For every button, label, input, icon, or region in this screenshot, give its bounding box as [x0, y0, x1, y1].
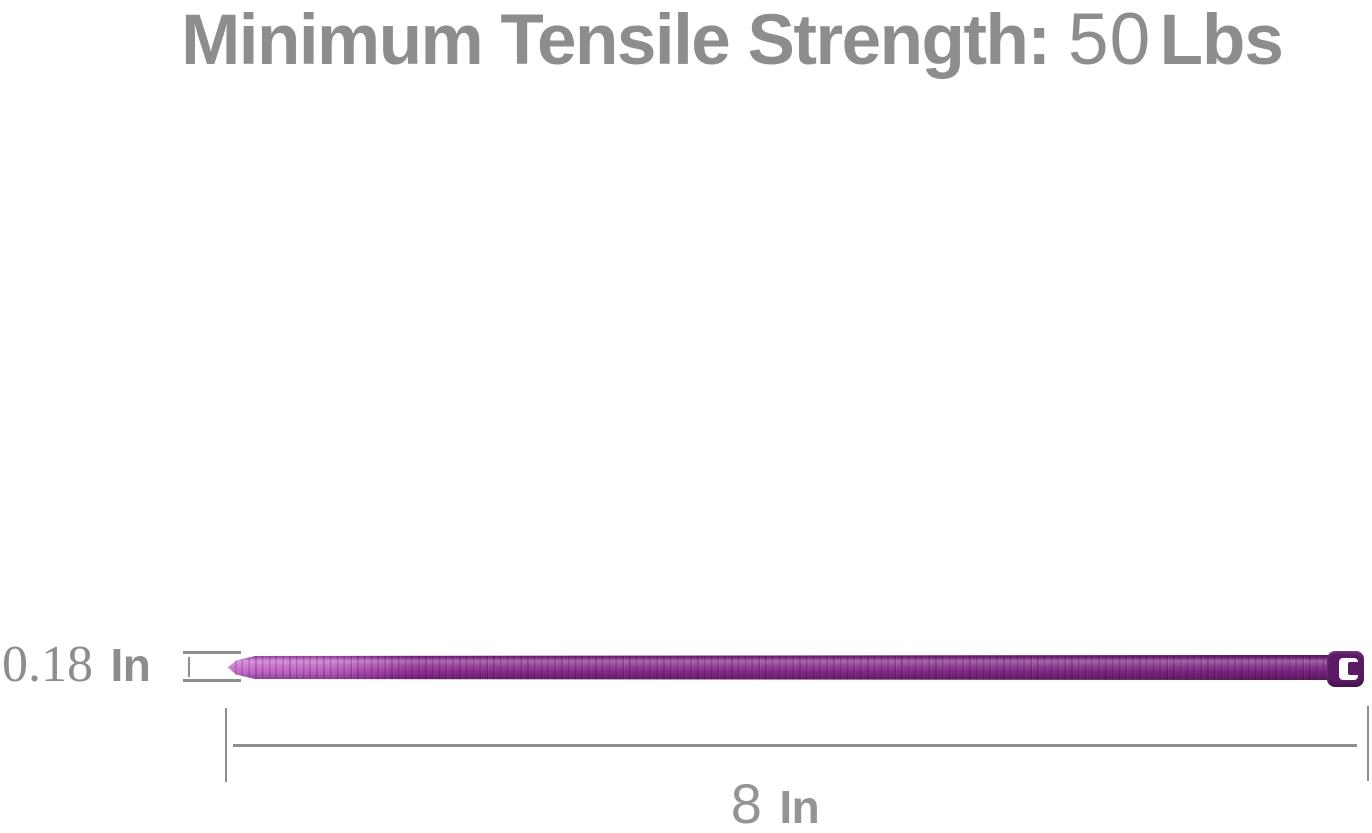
page-title: Minimum Tensile Strength: 50 Lbs	[100, 0, 1364, 100]
length-value: 8	[730, 772, 763, 833]
width-bracket-top-line	[183, 651, 241, 654]
title-value: 50	[1068, 0, 1152, 80]
width-bracket-tick	[188, 657, 190, 677]
width-unit: In	[110, 639, 151, 691]
width-value: 0.18	[2, 636, 93, 693]
width-bracket-bottom-line	[183, 679, 241, 682]
cable-tie-strap	[228, 655, 1330, 680]
length-dimension-left-tick	[225, 708, 227, 782]
length-unit: In	[779, 781, 820, 833]
title-label: Minimum Tensile Strength:	[181, 1, 1051, 80]
length-dimension-line	[233, 744, 1357, 747]
width-dimension-label: 0.18 In	[2, 636, 151, 694]
cable-tie-head-pawl	[1348, 662, 1360, 675]
cable-tie-head-slot	[1339, 658, 1360, 680]
length-dimension-label: 8 In	[640, 776, 910, 833]
cable-tie-head	[1327, 651, 1364, 687]
title-unit: Lbs	[1159, 1, 1284, 80]
length-dimension-right-tick	[1367, 706, 1369, 781]
